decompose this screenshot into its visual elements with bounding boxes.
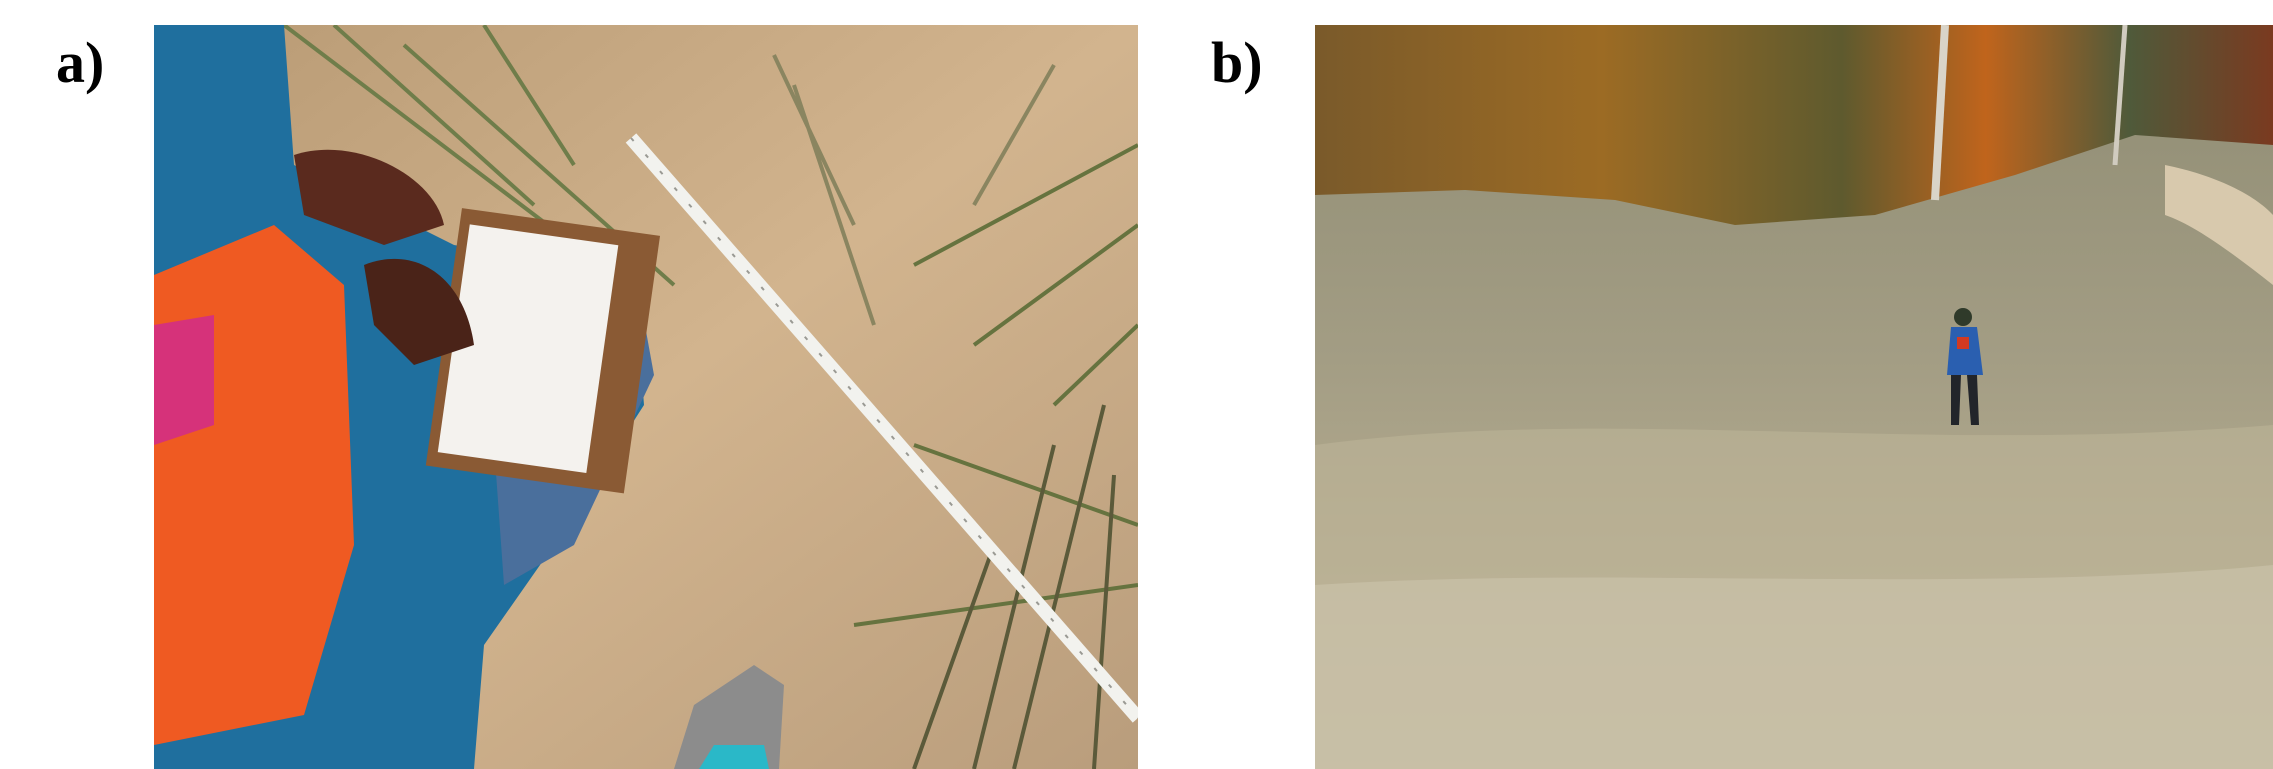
page: a) b) — [0, 0, 2273, 769]
clipboard — [426, 208, 660, 493]
foreground-grass — [1315, 565, 2273, 769]
photo-a — [154, 25, 1138, 769]
panel-label: a) — [56, 30, 104, 95]
sleeve-pink — [154, 315, 214, 445]
panel-label: b) — [1211, 30, 1263, 95]
photo-b — [1315, 25, 2273, 769]
figure: a) b) — [0, 0, 2273, 769]
